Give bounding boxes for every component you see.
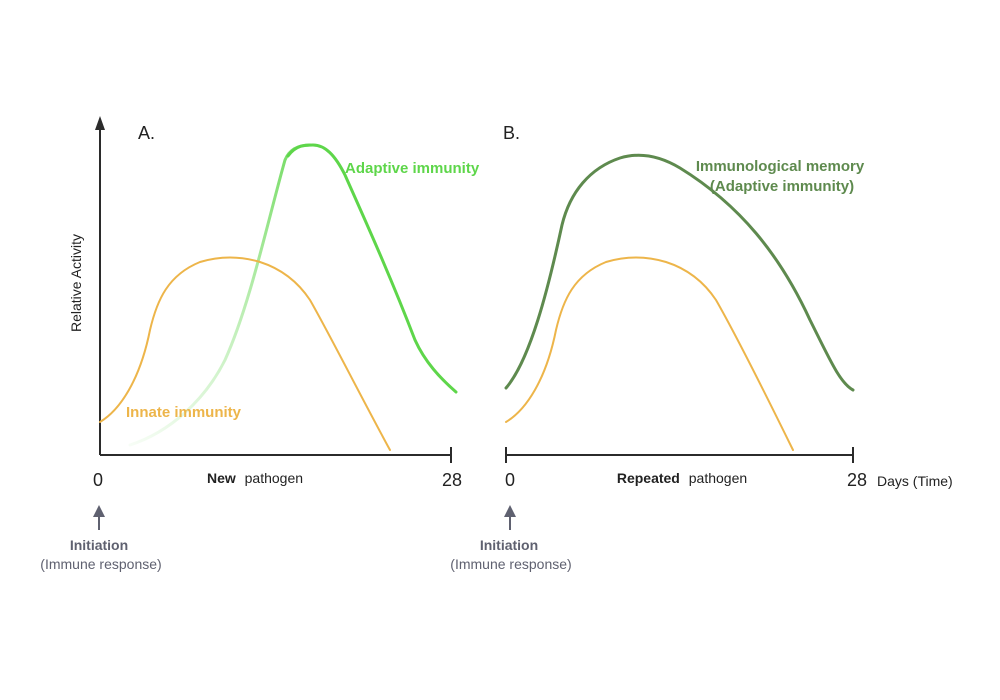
panel-b-x-start-label: 0: [505, 470, 515, 490]
innate-immunity-label: Innate immunity: [126, 404, 242, 421]
memory-label-line1: Immunological memory: [696, 158, 865, 175]
panel-b-letter: B.: [503, 123, 520, 143]
panel-b-x-end-label: 28: [847, 470, 867, 490]
panel-a-initiation-sub: (Immune response): [40, 556, 161, 572]
y-axis-label: Relative Activity: [68, 234, 84, 332]
panel-a-adaptive-curve: [286, 143, 458, 394]
panel-a-letter: A.: [138, 123, 155, 143]
panel-b-memory-curve: [504, 153, 855, 392]
panel-a-innate-curve: [99, 256, 391, 451]
panel-b-x-caption: Repeated pathogen: [617, 470, 747, 486]
panel-a-x-end-label: 28: [442, 470, 462, 490]
x-axis-unit-label: Days (Time): [877, 473, 953, 489]
panel-b-x-caption-bold: Repeated: [617, 470, 680, 486]
panel-a-x-caption-bold: New: [207, 470, 236, 486]
memory-label-line2: (Adaptive immunity): [710, 178, 854, 195]
panel-b-initiation-title: Initiation: [480, 537, 538, 553]
panel-a-y-axis-arrowhead: [95, 116, 105, 130]
panel-a-x-caption: New pathogen: [207, 470, 303, 486]
panel-a-initiation-title: Initiation: [70, 537, 128, 553]
panel-b-innate-curve: [505, 256, 794, 451]
panel-a: A. Relative Activity Innate immunity Ada…: [40, 116, 480, 572]
adaptive-immunity-label: Adaptive immunity: [345, 160, 480, 177]
panel-b: B. Immunological memory (Adaptive immuni…: [450, 123, 952, 572]
panel-a-x-start-label: 0: [93, 470, 103, 490]
panel-b-initiation-arrow-icon: [504, 505, 516, 517]
panel-b-initiation-sub: (Immune response): [450, 556, 571, 572]
panel-a-initiation-arrow-icon: [93, 505, 105, 517]
panel-a-adaptive-curve-rise: [128, 143, 312, 447]
panel-a-x-caption-rest: pathogen: [245, 470, 303, 486]
panel-b-x-caption-rest: pathogen: [689, 470, 747, 486]
